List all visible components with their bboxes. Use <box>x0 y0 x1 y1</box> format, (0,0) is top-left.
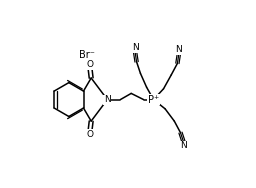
Text: O: O <box>86 60 93 69</box>
Text: Br⁻: Br⁻ <box>79 50 95 60</box>
Text: N: N <box>104 95 111 104</box>
Text: N: N <box>180 141 187 150</box>
Text: N: N <box>132 43 138 52</box>
Text: O: O <box>86 130 93 139</box>
Text: P⁺: P⁺ <box>148 95 159 105</box>
Text: N: N <box>176 45 182 54</box>
